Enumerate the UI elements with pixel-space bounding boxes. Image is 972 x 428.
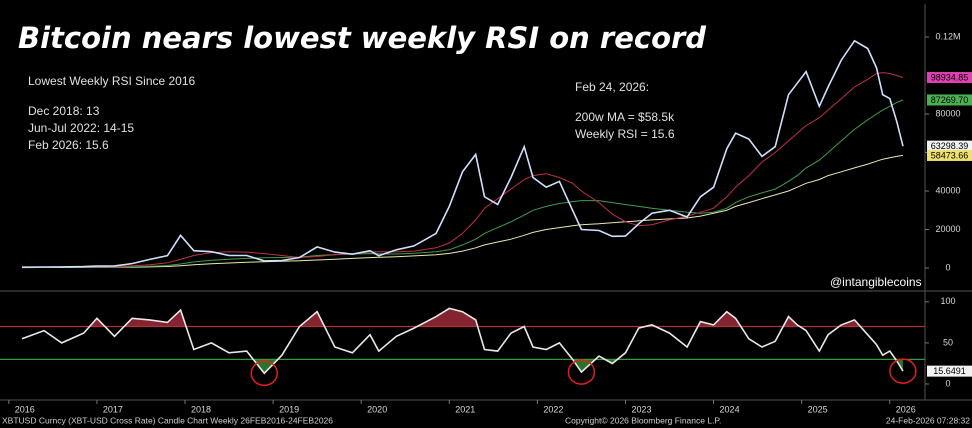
price-tag [927, 149, 972, 161]
y-tick-label: 50 [943, 337, 953, 347]
price-tag-label: 87269.70 [931, 95, 969, 105]
price-tag [927, 72, 972, 84]
price-tag [927, 94, 972, 106]
last-value-label: 15.6491 [933, 366, 966, 376]
highlight-circle [567, 359, 596, 385]
y-tick-label: 40000 [935, 185, 960, 195]
threshold-fill [22, 308, 903, 327]
price-tag-label: 58473.66 [931, 150, 969, 160]
y-tick-label: 80000 [935, 108, 960, 118]
y-tick-label: 0.12M [935, 31, 960, 41]
x-tick-label: 2017 [103, 404, 123, 414]
x-tick-label: 2016 [15, 404, 35, 414]
x-tick-label: 2022 [543, 404, 563, 414]
chart-title: Bitcoin nears lowest weekly RSI on recor… [18, 21, 706, 55]
price-line [21, 307, 904, 375]
footer-source: XBTUSD Curncy (XBT-USD Cross Rate) Candl… [2, 415, 333, 425]
x-tick-label: 2023 [631, 404, 651, 414]
price-tag-label: 98934.85 [931, 72, 969, 82]
price-tag-label: 63298.39 [931, 141, 969, 151]
annotation: 200w MA = $58.5k [575, 110, 675, 124]
footer-copyright: Copyright© 2026 Bloomberg Finance L.P. [565, 415, 721, 425]
watermark: @intangiblecoins [830, 275, 922, 289]
y-tick-label: 20000 [935, 224, 960, 234]
moving-average [21, 99, 904, 268]
x-tick-label: 2024 [720, 404, 740, 414]
x-tick-label: 2020 [367, 404, 387, 414]
x-tick-label: 2025 [808, 404, 828, 414]
moving-average [21, 154, 904, 269]
x-tick-label: 2019 [279, 404, 299, 414]
annotation: Weekly RSI = 15.6 [575, 127, 675, 141]
moving-average [21, 72, 904, 268]
x-tick-label: 2018 [191, 404, 211, 414]
x-tick-label: 2026 [896, 404, 916, 414]
annotation: Feb 24, 2026: [575, 80, 649, 94]
price-line [21, 39, 904, 268]
annotation: Jun-Jul 2022: 14-15 [28, 121, 134, 135]
annotation: Feb 2026: 15.6 [28, 138, 109, 152]
footer-timestamp: 24-Feb-2026 07:28:32 [886, 415, 970, 425]
highlight-circle [250, 360, 279, 387]
x-tick-label: 2021 [455, 404, 475, 414]
y-tick-label: 100 [940, 296, 955, 306]
price-tag [927, 140, 972, 152]
last-value-tag [927, 365, 972, 377]
annotation: Lowest Weekly RSI Since 2016 [28, 74, 196, 88]
y-tick-label: 0 [945, 262, 950, 272]
y-tick-label: 0 [945, 378, 950, 388]
annotation: Dec 2018: 13 [28, 104, 100, 118]
highlight-circle [889, 358, 917, 384]
